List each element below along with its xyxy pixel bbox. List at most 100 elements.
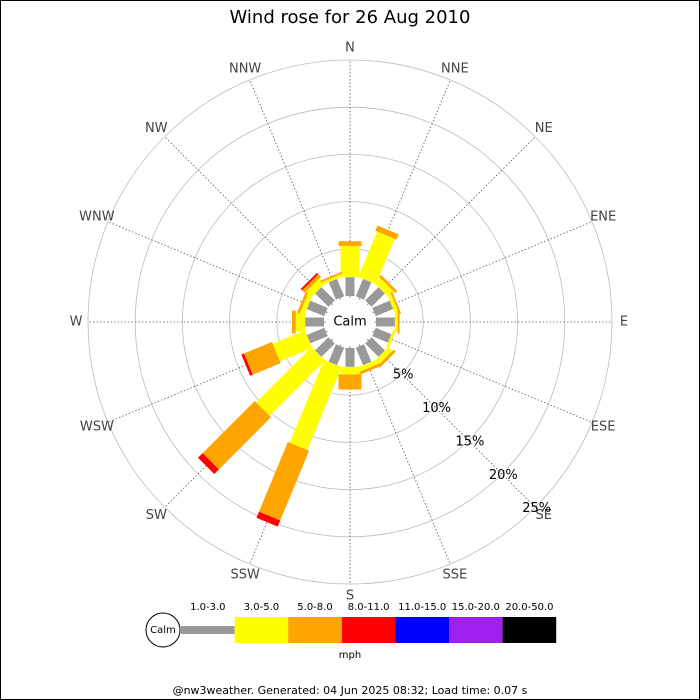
ring-label: 20% xyxy=(489,468,518,483)
direction-label: SSW xyxy=(230,568,260,583)
bar-segment xyxy=(241,353,253,376)
bar-segment xyxy=(390,292,402,315)
bar-segment xyxy=(355,344,372,366)
bar-segment xyxy=(297,291,309,314)
bar-segment xyxy=(202,401,271,470)
ring-label: 10% xyxy=(422,401,451,416)
bar-segment xyxy=(340,245,360,278)
bar-segment xyxy=(289,359,342,450)
direction-label: E xyxy=(620,315,628,330)
bar-segment xyxy=(372,300,394,317)
spoke xyxy=(349,321,536,508)
legend: Calm mph 1.0-3.0 3.0-5.0 5.0-8.0 8.0-11.0 11… xyxy=(145,602,557,661)
legend-label: 3.0-5.0 xyxy=(244,602,279,613)
ring-label: 15% xyxy=(455,434,484,449)
bar-segment xyxy=(376,317,395,327)
calm-circle xyxy=(326,298,374,346)
direction-label: WSW xyxy=(80,419,114,434)
direction-label: NW xyxy=(145,121,168,136)
bar-segment xyxy=(358,359,378,372)
direction-label: S xyxy=(346,589,354,604)
legend-swatch xyxy=(234,617,289,643)
bar-segment xyxy=(306,327,328,344)
bar-segment xyxy=(375,347,393,365)
bar-segment xyxy=(365,337,385,357)
direction-label: ENE xyxy=(590,210,616,225)
legend-swatch xyxy=(449,617,503,643)
bar-segment xyxy=(256,511,281,527)
spoke xyxy=(349,79,451,323)
spoke xyxy=(249,79,351,323)
bar-segment xyxy=(300,294,313,314)
legend-label: 20.0-50.0 xyxy=(505,602,553,613)
legend-swatch xyxy=(341,617,396,643)
ring-label: 5% xyxy=(393,368,414,383)
bar-segment xyxy=(338,374,362,390)
bar-segment xyxy=(306,278,325,297)
bar-segment xyxy=(320,271,343,283)
bar-segment xyxy=(345,277,355,296)
legend-calm-circle xyxy=(145,612,181,648)
direction-label: N xyxy=(345,41,355,56)
grid-ring xyxy=(181,153,519,491)
spoke xyxy=(164,136,351,323)
bar-segment xyxy=(345,348,355,367)
bar-segment xyxy=(256,347,325,416)
legend-label: 11.0-15.0 xyxy=(398,602,446,613)
bar-segment xyxy=(243,341,281,375)
bar-segment xyxy=(272,330,313,362)
bar-segment xyxy=(340,366,360,375)
bar-segment xyxy=(355,278,372,300)
bar-segment xyxy=(386,329,396,349)
direction-label: SE xyxy=(536,508,552,523)
bar-segment xyxy=(306,300,328,317)
bar-segment xyxy=(302,274,322,294)
direction-label: NNE xyxy=(441,61,469,76)
legend-swatch xyxy=(395,617,449,643)
calm-label: Calm xyxy=(333,315,366,330)
legend-label: 1.0-3.0 xyxy=(190,602,225,613)
legend-swatch xyxy=(288,617,342,643)
direction-label: ESE xyxy=(591,419,616,434)
bar-segment xyxy=(328,344,345,366)
bar-segment xyxy=(305,317,324,327)
direction-label: NNW xyxy=(229,61,261,76)
bar-segment xyxy=(377,349,396,368)
bar-segment xyxy=(328,278,345,300)
spoke xyxy=(349,221,593,323)
bar-segment xyxy=(338,241,362,246)
bar-segment xyxy=(394,312,398,332)
bar-segment xyxy=(358,231,395,285)
bar-segment xyxy=(365,287,385,307)
bar-segment xyxy=(397,310,400,334)
bar-segment xyxy=(295,312,306,332)
ring-label: 25% xyxy=(522,501,551,516)
legend-label: 8.0-11.0 xyxy=(348,602,390,613)
footer: @nw3weather. Generated: 04 Jun 2025 08:3… xyxy=(173,684,528,697)
bar-segment xyxy=(315,337,335,357)
bar-segment xyxy=(322,274,342,285)
bar-segment xyxy=(358,363,381,375)
unit-label: mph xyxy=(339,650,361,661)
bar-segment xyxy=(378,274,398,294)
bar-segment xyxy=(258,441,310,521)
direction-label: W xyxy=(70,315,83,330)
legend-swatch xyxy=(181,626,235,634)
legend-label: 5.0-8.0 xyxy=(297,602,332,613)
bars xyxy=(197,225,402,527)
bar-segment xyxy=(372,327,392,343)
spoke xyxy=(107,321,351,423)
bar-segment xyxy=(197,453,219,475)
legend-label: 15.0-20.0 xyxy=(452,602,500,613)
direction-label: NE xyxy=(535,121,553,136)
legend-swatch xyxy=(502,617,557,643)
spoke xyxy=(349,321,451,565)
legend-calm-label: Calm xyxy=(150,625,176,636)
bar-segment xyxy=(375,278,394,297)
bar-segment xyxy=(291,310,296,334)
direction-label: SW xyxy=(146,508,167,523)
direction-label: WNW xyxy=(79,210,115,225)
spoke xyxy=(349,321,593,423)
bar-segment xyxy=(300,272,319,291)
